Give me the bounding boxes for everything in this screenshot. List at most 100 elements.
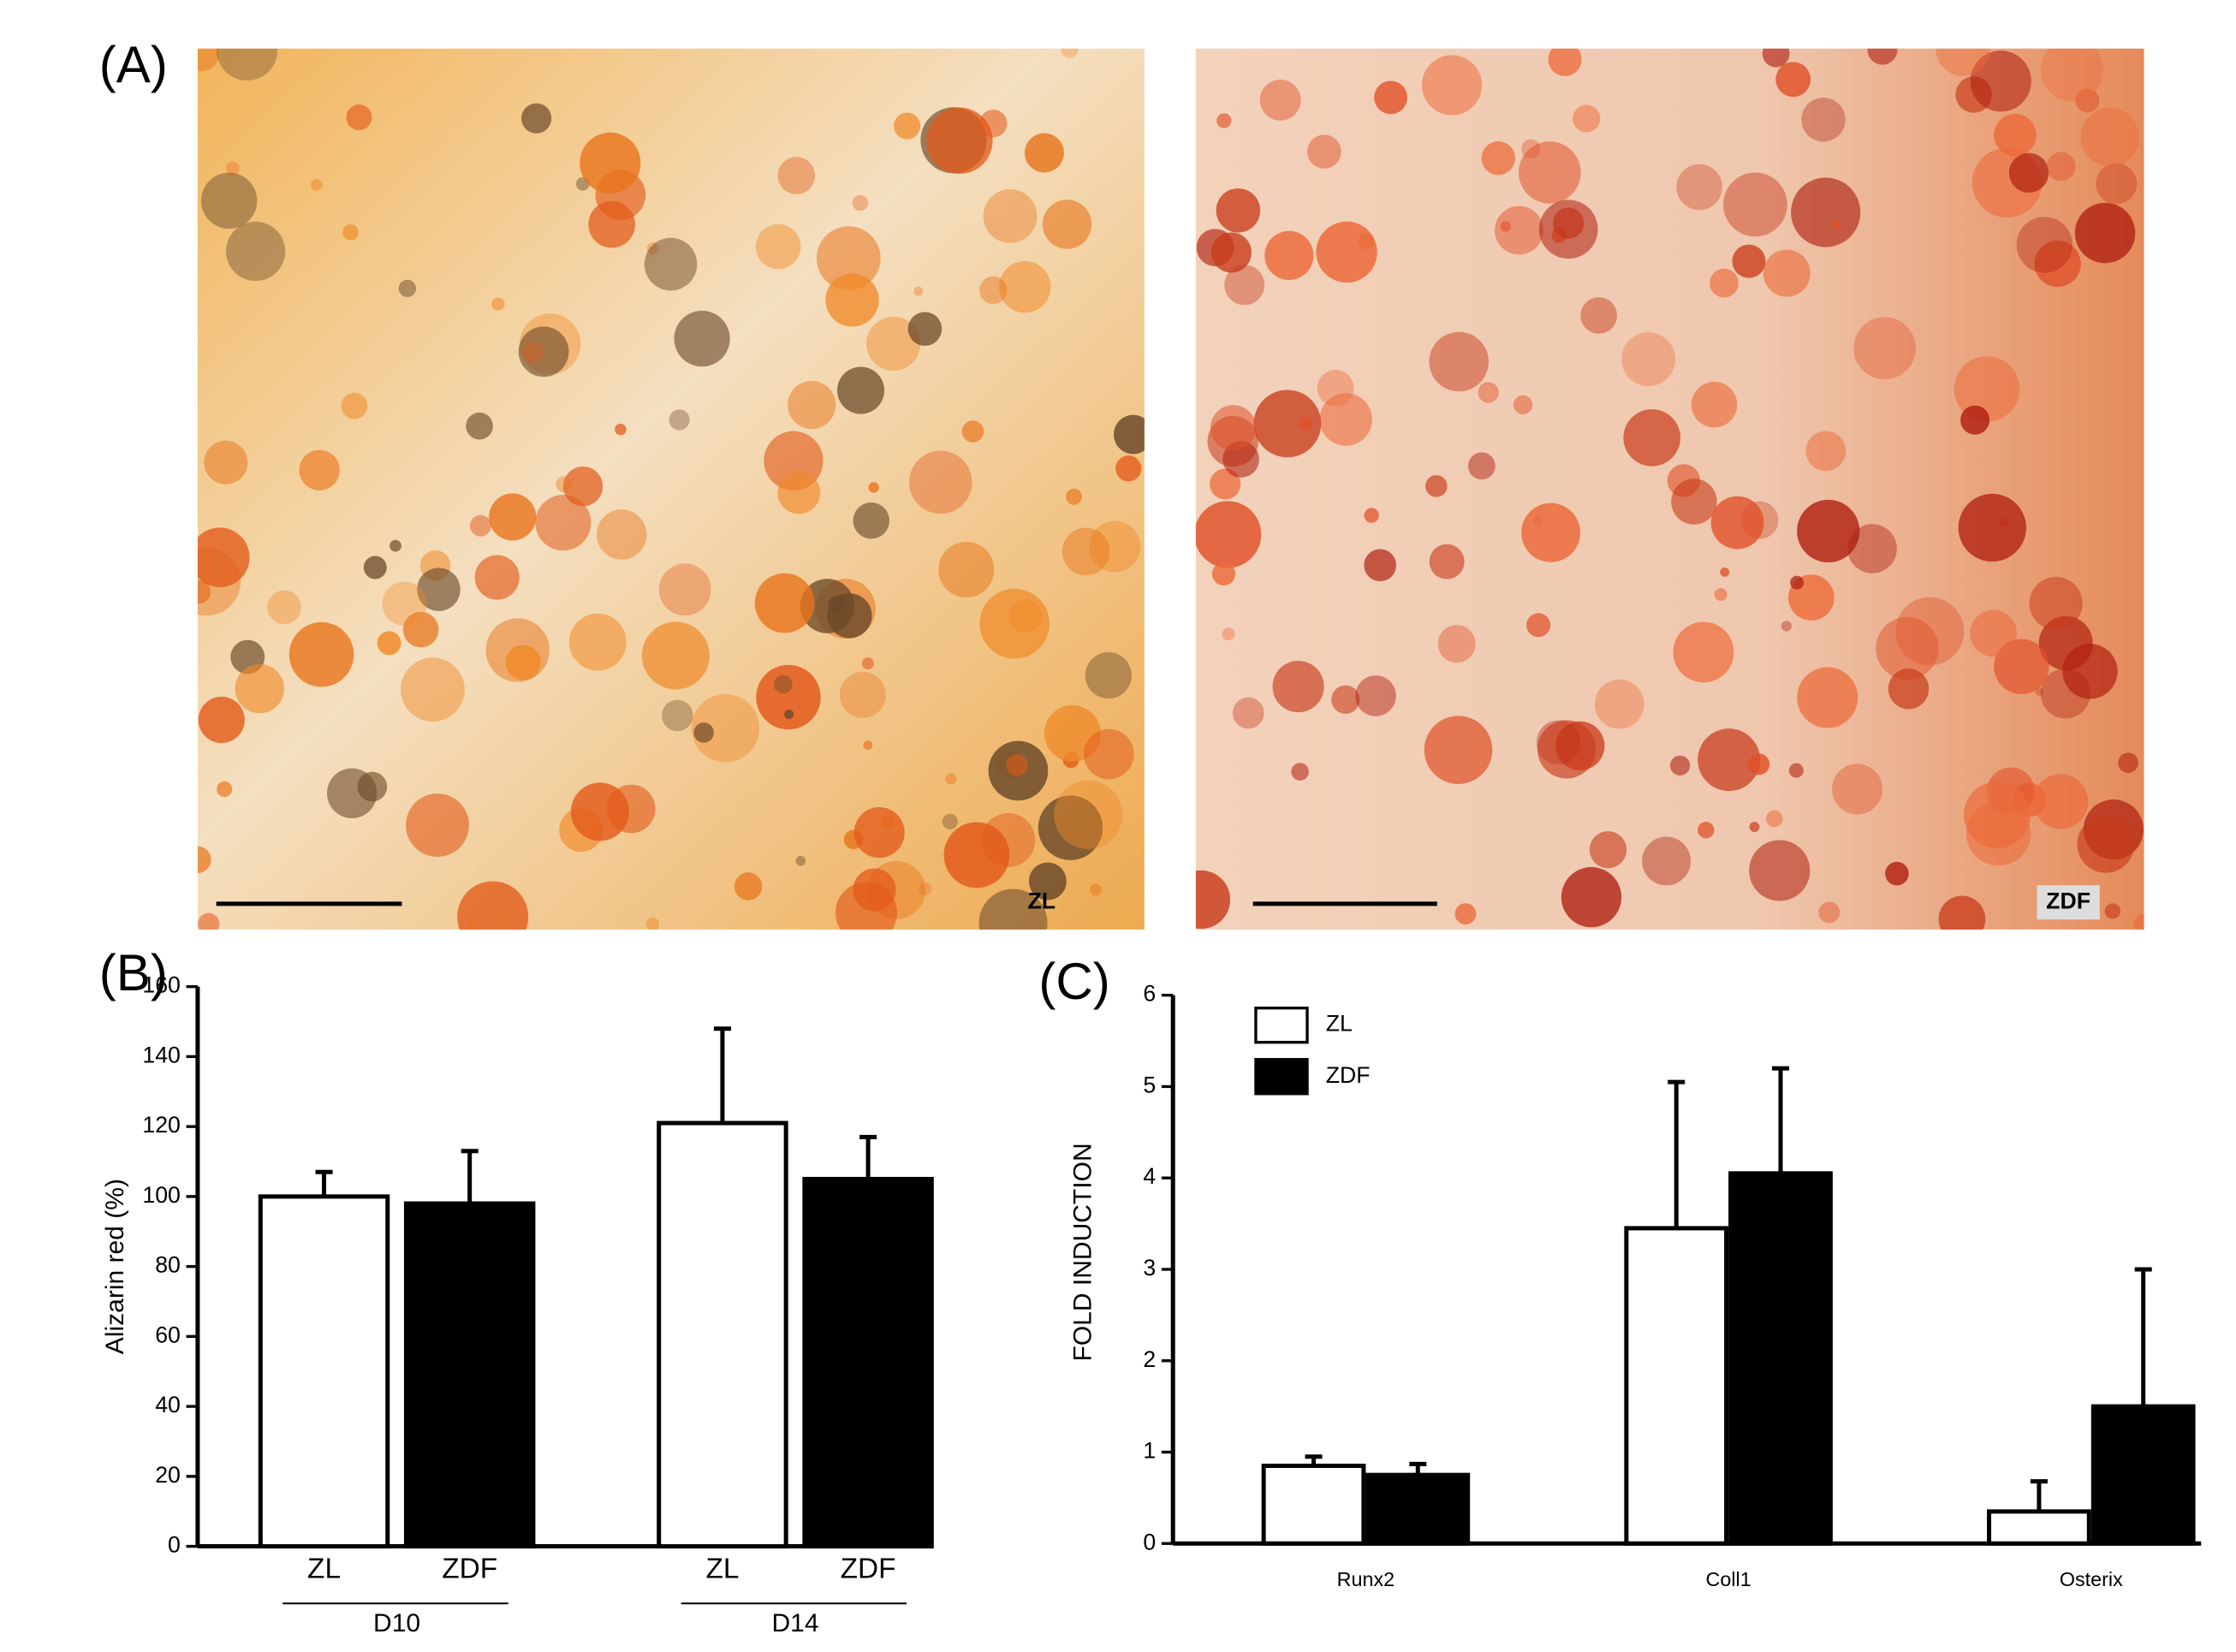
stain bbox=[1832, 221, 1842, 230]
legend-label: ZDF bbox=[1326, 1062, 1371, 1088]
stain bbox=[1847, 524, 1897, 573]
stain bbox=[1818, 901, 1841, 924]
bar bbox=[1624, 1226, 1729, 1546]
stain bbox=[1054, 780, 1123, 849]
stain bbox=[1210, 405, 1257, 451]
stain bbox=[2096, 163, 2138, 205]
stain bbox=[861, 657, 874, 670]
bar bbox=[403, 1201, 536, 1549]
stain bbox=[1316, 221, 1377, 283]
stain bbox=[1115, 455, 1142, 482]
y-tick-label: 2 bbox=[1143, 1346, 1156, 1372]
stain bbox=[1006, 754, 1028, 776]
stain bbox=[1749, 840, 1811, 901]
y-tick-label: 40 bbox=[155, 1392, 181, 1417]
stain bbox=[913, 286, 924, 296]
stain bbox=[1853, 317, 1916, 380]
stain bbox=[2046, 152, 2076, 181]
stain bbox=[853, 807, 905, 859]
stain bbox=[382, 581, 427, 627]
stain bbox=[1698, 822, 1715, 839]
stain bbox=[1561, 867, 1622, 928]
stain bbox=[1291, 763, 1309, 781]
stain bbox=[615, 424, 627, 436]
y-tick-label: 1 bbox=[1143, 1438, 1156, 1464]
stain bbox=[2035, 687, 2044, 697]
stain bbox=[1970, 51, 2031, 112]
stain bbox=[658, 563, 711, 616]
stain bbox=[1364, 508, 1379, 523]
stain bbox=[1781, 621, 1792, 632]
y-tick-label: 140 bbox=[142, 1042, 181, 1067]
stain bbox=[535, 495, 592, 551]
stain bbox=[1765, 810, 1783, 828]
stain bbox=[1714, 588, 1728, 602]
stain bbox=[1521, 502, 1581, 562]
stain bbox=[981, 812, 1036, 868]
stain bbox=[983, 189, 1038, 243]
stain bbox=[1429, 331, 1490, 392]
stain bbox=[1085, 651, 1133, 699]
stain bbox=[816, 226, 881, 291]
stain bbox=[216, 48, 278, 81]
series-label: ZDF bbox=[841, 1554, 896, 1585]
stain bbox=[217, 781, 233, 798]
stain bbox=[1264, 230, 1314, 281]
stain bbox=[1481, 141, 1515, 175]
stain bbox=[1954, 356, 2020, 422]
stain bbox=[1723, 172, 1787, 237]
stain-texture bbox=[1195, 48, 2144, 930]
x-tick-label: D10 bbox=[373, 1609, 420, 1637]
stain bbox=[299, 449, 340, 490]
stain bbox=[868, 482, 879, 493]
stain bbox=[2029, 576, 2083, 631]
stain bbox=[1038, 795, 1103, 860]
stain bbox=[198, 912, 220, 930]
stain bbox=[2074, 202, 2136, 264]
stain bbox=[894, 112, 921, 140]
stain bbox=[1537, 720, 1597, 779]
stain bbox=[866, 316, 921, 371]
panel-label: (A) bbox=[99, 36, 168, 93]
stain bbox=[588, 200, 635, 248]
stain bbox=[754, 573, 815, 633]
stain bbox=[225, 221, 286, 282]
stain bbox=[1867, 48, 1898, 65]
stain bbox=[1788, 763, 1804, 778]
stain bbox=[1994, 639, 2049, 694]
stain bbox=[1437, 625, 1476, 663]
stain bbox=[1526, 613, 1551, 638]
stain bbox=[1513, 395, 1533, 415]
stain bbox=[346, 104, 372, 131]
y-tick-label: 100 bbox=[142, 1182, 181, 1208]
stain bbox=[2033, 774, 2089, 829]
stain bbox=[198, 696, 245, 744]
stain bbox=[1429, 544, 1465, 579]
stain bbox=[474, 555, 520, 600]
stain bbox=[197, 48, 219, 72]
stain bbox=[795, 856, 806, 866]
stain bbox=[518, 326, 569, 377]
stain bbox=[390, 539, 401, 552]
stain bbox=[1669, 755, 1691, 776]
stain bbox=[1936, 48, 1991, 76]
stain bbox=[580, 132, 641, 194]
stain-texture bbox=[197, 48, 1145, 930]
legend-swatch bbox=[1254, 1007, 1309, 1044]
stain bbox=[961, 420, 984, 443]
stain bbox=[197, 580, 211, 604]
stain bbox=[1676, 163, 1722, 211]
stain bbox=[406, 793, 469, 857]
stain bbox=[1895, 597, 1965, 666]
stain bbox=[398, 279, 417, 298]
stain bbox=[1478, 382, 1499, 403]
stain bbox=[1062, 527, 1110, 576]
stain bbox=[1317, 370, 1354, 407]
image-label: ZL bbox=[1027, 888, 1056, 913]
stain bbox=[2040, 48, 2104, 102]
stain bbox=[908, 450, 972, 514]
stain bbox=[596, 509, 647, 560]
stain bbox=[235, 663, 285, 714]
stain bbox=[1319, 393, 1372, 446]
y-axis-label: Alizarin red (%) bbox=[101, 1179, 129, 1354]
